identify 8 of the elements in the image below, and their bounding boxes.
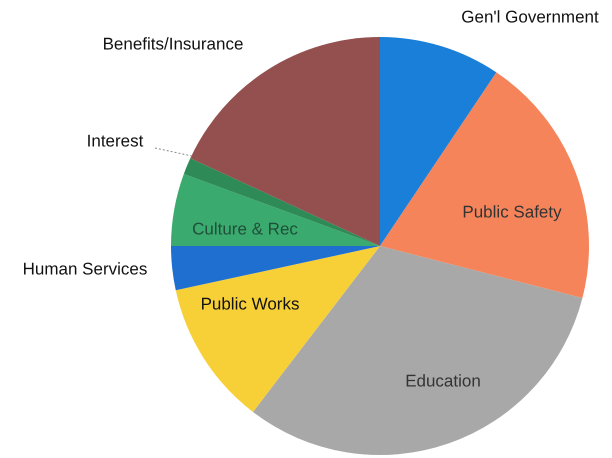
- slice-label: Gen'l Government: [461, 8, 599, 27]
- slice-label: Interest: [86, 132, 144, 151]
- slice-label: Human Services: [22, 260, 148, 279]
- slice-label: Benefits/Insurance: [102, 34, 244, 54]
- slice-label: Education: [405, 372, 481, 391]
- slice-label: Culture & Rec: [192, 220, 298, 239]
- slice-label: Public Works: [200, 294, 300, 314]
- slice-label: Public Safety: [462, 202, 562, 222]
